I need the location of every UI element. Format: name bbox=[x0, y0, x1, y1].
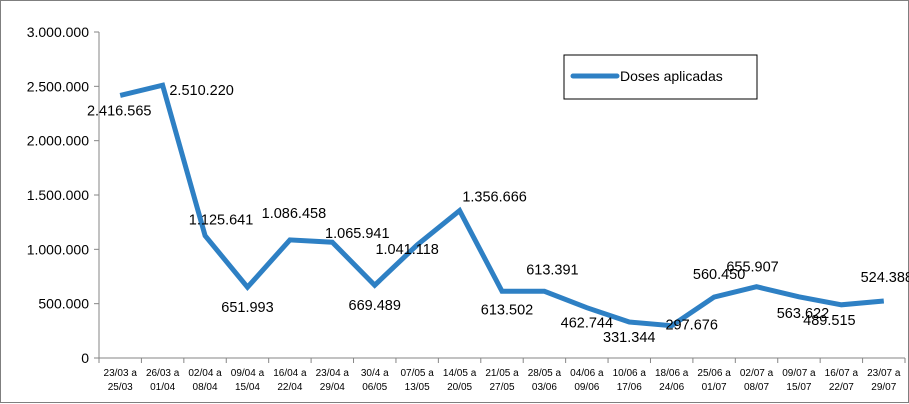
x-tick-label: 25/06 a bbox=[697, 368, 731, 379]
x-tick-label: 02/07 a bbox=[740, 368, 774, 379]
x-tick-label: 01/07 bbox=[702, 382, 727, 393]
data-label: 613.391 bbox=[526, 262, 578, 278]
x-tick-label: 15/04 bbox=[235, 382, 260, 393]
x-tick-label: 01/04 bbox=[150, 382, 175, 393]
x-tick-label: 23/04 a bbox=[316, 368, 350, 379]
x-tick-label: 07/05 a bbox=[400, 368, 434, 379]
data-label: 1.125.641 bbox=[189, 213, 254, 229]
x-tick-label: 22/04 bbox=[277, 382, 302, 393]
data-label: 651.993 bbox=[221, 300, 273, 316]
y-tick-label: 2.000.000 bbox=[27, 133, 89, 149]
data-label: 2.510.220 bbox=[169, 83, 234, 99]
x-tick-label: 09/07 a bbox=[782, 368, 816, 379]
y-tick-label: 0 bbox=[81, 350, 89, 366]
x-tick-label: 23/03 a bbox=[104, 368, 138, 379]
y-tick-label: 1.500.000 bbox=[27, 187, 89, 203]
x-tick-label: 27/05 bbox=[489, 382, 514, 393]
x-tick-label: 20/05 bbox=[447, 382, 472, 393]
x-tick-label: 16/07 a bbox=[825, 368, 859, 379]
x-tick-label: 08/07 bbox=[744, 382, 769, 393]
x-tick-label: 21/05 a bbox=[485, 368, 519, 379]
data-label: 524.388 bbox=[861, 270, 909, 286]
data-label: 1.356.666 bbox=[462, 190, 527, 206]
x-tick-label: 08/04 bbox=[193, 382, 218, 393]
data-label: 331.344 bbox=[603, 330, 655, 346]
legend: Doses aplicadas bbox=[564, 55, 757, 99]
x-tick-label: 03/06 bbox=[532, 382, 557, 393]
x-tick-label: 17/06 bbox=[617, 382, 642, 393]
data-label: 2.416.565 bbox=[87, 103, 152, 119]
x-tick-label: 24/06 bbox=[659, 382, 684, 393]
x-tick-label: 23/07 a bbox=[867, 368, 901, 379]
x-tick-label: 13/05 bbox=[405, 382, 430, 393]
y-tick-label: 1.000.000 bbox=[27, 241, 89, 257]
x-tick-label: 09/06 bbox=[574, 382, 599, 393]
data-label: 613.502 bbox=[481, 302, 533, 318]
x-tick-label: 14/05 a bbox=[443, 368, 477, 379]
data-labels: 2.416.565 2.510.220 1.125.641 651.993 1.086.… bbox=[87, 83, 909, 346]
data-label: 669.489 bbox=[349, 298, 401, 314]
data-label: 489.515 bbox=[803, 313, 855, 329]
x-tick-label: 28/05 a bbox=[528, 368, 562, 379]
x-tick-label: 22/07 bbox=[829, 382, 854, 393]
x-tick-label: 06/05 bbox=[362, 382, 387, 393]
data-label: 1.065.941 bbox=[325, 226, 390, 242]
x-tick-label: 04/06 a bbox=[570, 368, 604, 379]
data-label: 297.676 bbox=[665, 318, 717, 334]
x-tick-label: 16/04 a bbox=[273, 368, 307, 379]
y-tick-labels: 0 500.000 1.000.000 1.500.000 2.000.000 2.500… bbox=[27, 24, 90, 366]
legend-label: Doses aplicadas bbox=[620, 68, 723, 84]
x-tick-label: 29/07 bbox=[871, 382, 896, 393]
x-tick-label: 18/06 a bbox=[655, 368, 689, 379]
data-label: 1.041.118 bbox=[375, 242, 438, 258]
x-tick-label: 26/03 a bbox=[146, 368, 180, 379]
data-label: 655.907 bbox=[726, 260, 778, 276]
x-tick-label: 02/04 a bbox=[188, 368, 222, 379]
x-tick-label: 09/04 a bbox=[231, 368, 265, 379]
y-tick-label: 500.000 bbox=[38, 296, 89, 312]
x-tick-label: 29/04 bbox=[320, 382, 345, 393]
y-tick-label: 3.000.000 bbox=[27, 24, 89, 40]
data-label: 1.086.458 bbox=[262, 206, 327, 222]
x-tick-label: 15/07 bbox=[786, 382, 811, 393]
x-tick-label: 25/03 bbox=[108, 382, 133, 393]
x-tick-label: 10/06 a bbox=[613, 368, 647, 379]
x-tick-labels: 23/03 a 25/03 26/03 a 01/04 02/04 a 08/04 09/0… bbox=[104, 368, 901, 393]
y-tick-label: 2.500.000 bbox=[27, 78, 89, 94]
x-tick-label: 30/4 a bbox=[361, 368, 389, 379]
